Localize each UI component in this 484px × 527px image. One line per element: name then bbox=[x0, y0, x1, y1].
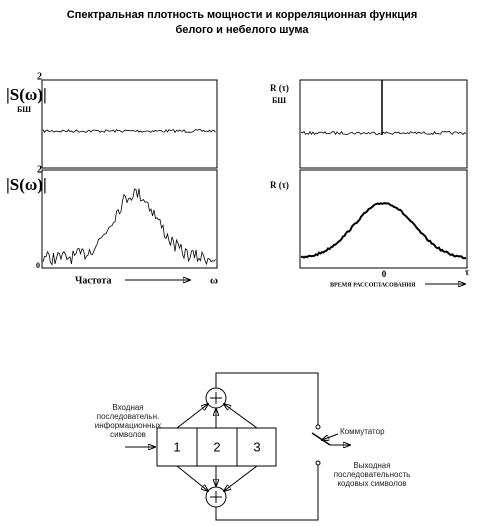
cell: 1 bbox=[173, 439, 180, 454]
y-label: R (τ) bbox=[270, 83, 289, 93]
input-line: Входная bbox=[112, 403, 143, 412]
plus bbox=[210, 491, 222, 503]
plus bbox=[210, 392, 222, 404]
title-line: Спектральная плотность мощности и коррел… bbox=[67, 9, 418, 21]
arrow bbox=[176, 465, 208, 491]
plot-frame bbox=[299, 169, 468, 269]
y-label: |S(ω)| bbox=[6, 85, 47, 104]
wire bbox=[215, 372, 319, 425]
y-subscript: БШ bbox=[17, 105, 31, 114]
x-symbol: τ bbox=[465, 267, 470, 277]
y-max: 2 bbox=[37, 164, 42, 175]
plot-frame bbox=[41, 169, 218, 269]
x-zero: 0 bbox=[382, 269, 387, 279]
input-line: информационных bbox=[95, 421, 161, 430]
noise-curve bbox=[42, 188, 216, 266]
x-symbol: ω bbox=[210, 275, 218, 287]
switch-label: Коммутатор bbox=[340, 427, 385, 436]
y-subscript: БШ bbox=[272, 96, 286, 105]
switch-blade bbox=[311, 432, 331, 446]
input-line: символов bbox=[110, 430, 146, 439]
y-zero: 0 bbox=[36, 261, 40, 270]
arrow bbox=[224, 404, 258, 429]
terminal bbox=[315, 460, 321, 466]
plot-frame bbox=[299, 79, 468, 169]
y-label: |S(ω)| bbox=[6, 175, 47, 194]
y-max: 2 bbox=[37, 71, 42, 82]
x-label: ВРЕМЯ РАССОГЛАСОВАНИЯ bbox=[330, 282, 416, 288]
arrow bbox=[224, 465, 258, 491]
correlation-curve bbox=[300, 202, 467, 260]
output-line: Выходная bbox=[353, 461, 390, 470]
input-line: последовательн. bbox=[97, 412, 160, 421]
noise-curve bbox=[300, 130, 467, 136]
output-line: последовательность bbox=[334, 470, 411, 479]
x-label: Частота bbox=[75, 275, 111, 286]
cell: 2 bbox=[213, 439, 220, 454]
title-line: белого и небелого шума bbox=[175, 24, 309, 36]
plot-frame bbox=[41, 79, 218, 169]
y-label: R (τ) bbox=[270, 180, 289, 190]
output-line: кодовых символов bbox=[337, 479, 406, 488]
cell: 3 bbox=[253, 439, 260, 454]
input-label: Входнаяпоследовательн.информационныхсимв… bbox=[95, 403, 161, 439]
arrow bbox=[322, 433, 339, 440]
wire bbox=[215, 465, 319, 521]
arrow bbox=[176, 404, 208, 429]
noise-curve bbox=[42, 129, 216, 134]
terminal bbox=[315, 424, 321, 430]
